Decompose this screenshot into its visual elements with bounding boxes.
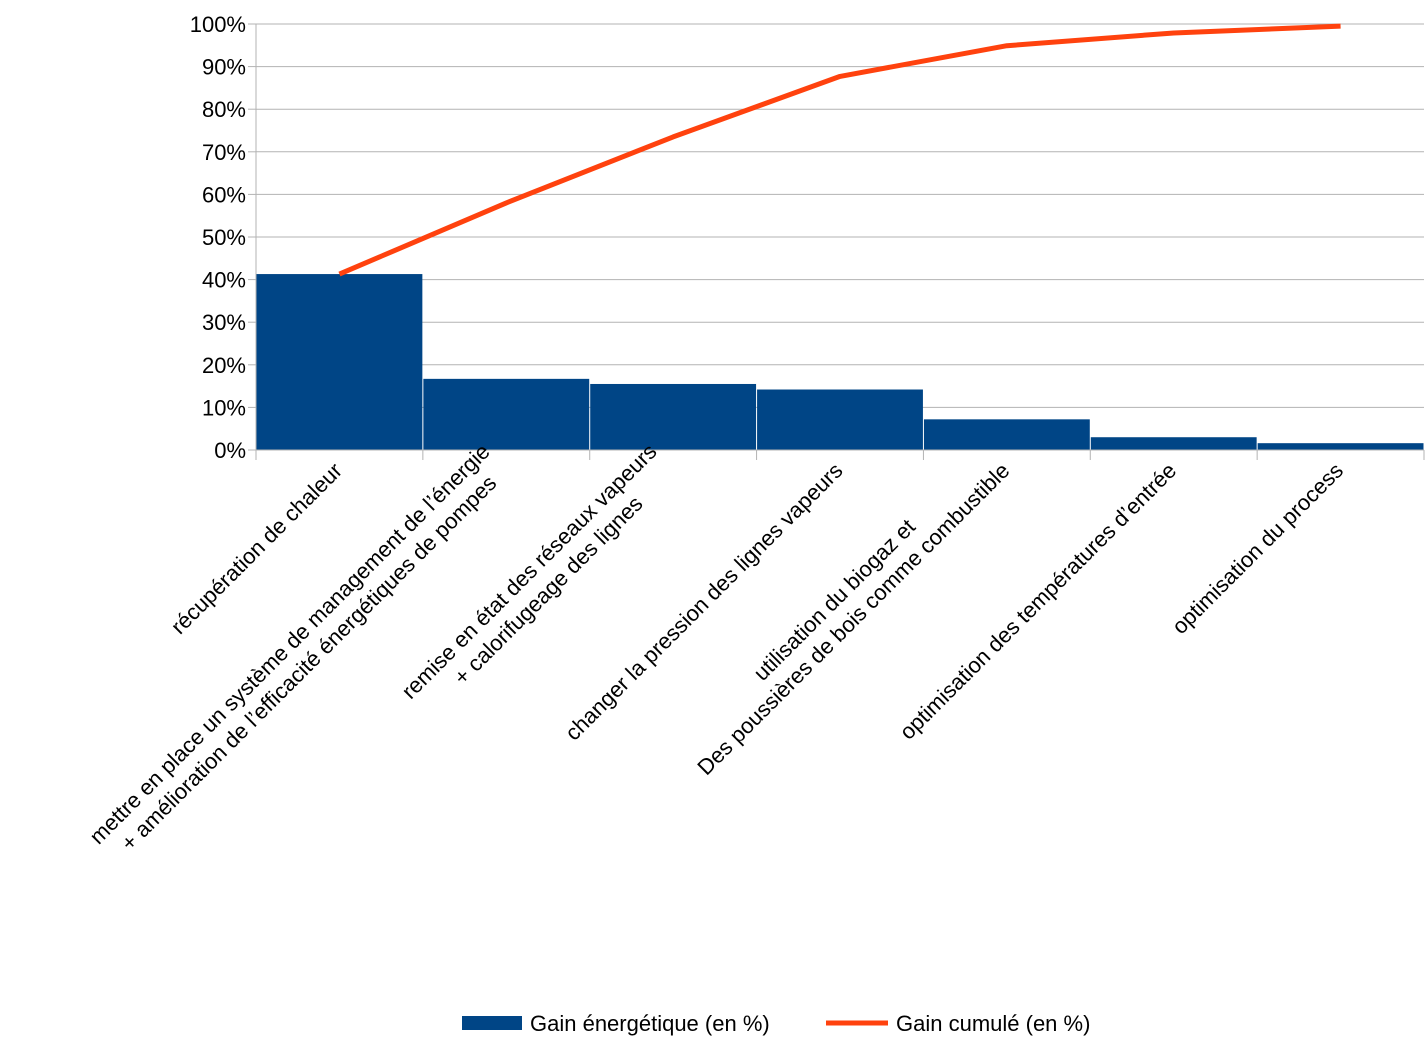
y-tick-label: 100% (190, 12, 246, 37)
legend: Gain énergétique (en %) Gain cumulé (en … (462, 1011, 1090, 1036)
bar (1257, 443, 1424, 450)
legend-label-line: Gain cumulé (en %) (896, 1011, 1090, 1036)
bar (1090, 437, 1257, 450)
y-tick-label: 60% (202, 182, 246, 207)
legend-swatch-bar (462, 1016, 522, 1030)
y-tick-label: 30% (202, 310, 246, 335)
y-tick-label: 40% (202, 268, 246, 293)
x-tick-label-line: Des poussières de bois comme combustible (692, 458, 1014, 780)
cumulative-line (338, 23, 1341, 277)
y-tick-label: 70% (202, 140, 246, 165)
x-tick-label-line: optimisation du process (1167, 458, 1348, 639)
bar (590, 383, 757, 450)
y-tick-label: 20% (202, 353, 246, 378)
y-tick-label: 10% (202, 395, 246, 420)
x-tick-label-line: optimisation des températures d’entrée (895, 458, 1182, 745)
bar (256, 274, 423, 450)
x-tick-label: utilisation du biogaz etDes poussières d… (673, 439, 1014, 780)
line-series (338, 23, 1341, 277)
bar-series (256, 274, 1424, 450)
x-tick-label-line: + calorifugeage des lignes (449, 491, 648, 690)
bar (923, 419, 1090, 450)
y-tick-label: 0% (214, 438, 246, 463)
y-tick-label: 90% (202, 55, 246, 80)
legend-label-bar: Gain énergétique (en %) (530, 1011, 770, 1036)
y-tick-label: 50% (202, 225, 246, 250)
bar (757, 389, 923, 450)
x-tick-label: optimisation des températures d’entrée (895, 458, 1182, 745)
bar (423, 378, 590, 450)
y-tick-label: 80% (202, 97, 246, 122)
y-axis: 0% 10% 20% 30% 40% 50% 60% 70% 80% 90% 100% (190, 12, 257, 463)
x-tick-label: optimisation du process (1167, 458, 1348, 639)
